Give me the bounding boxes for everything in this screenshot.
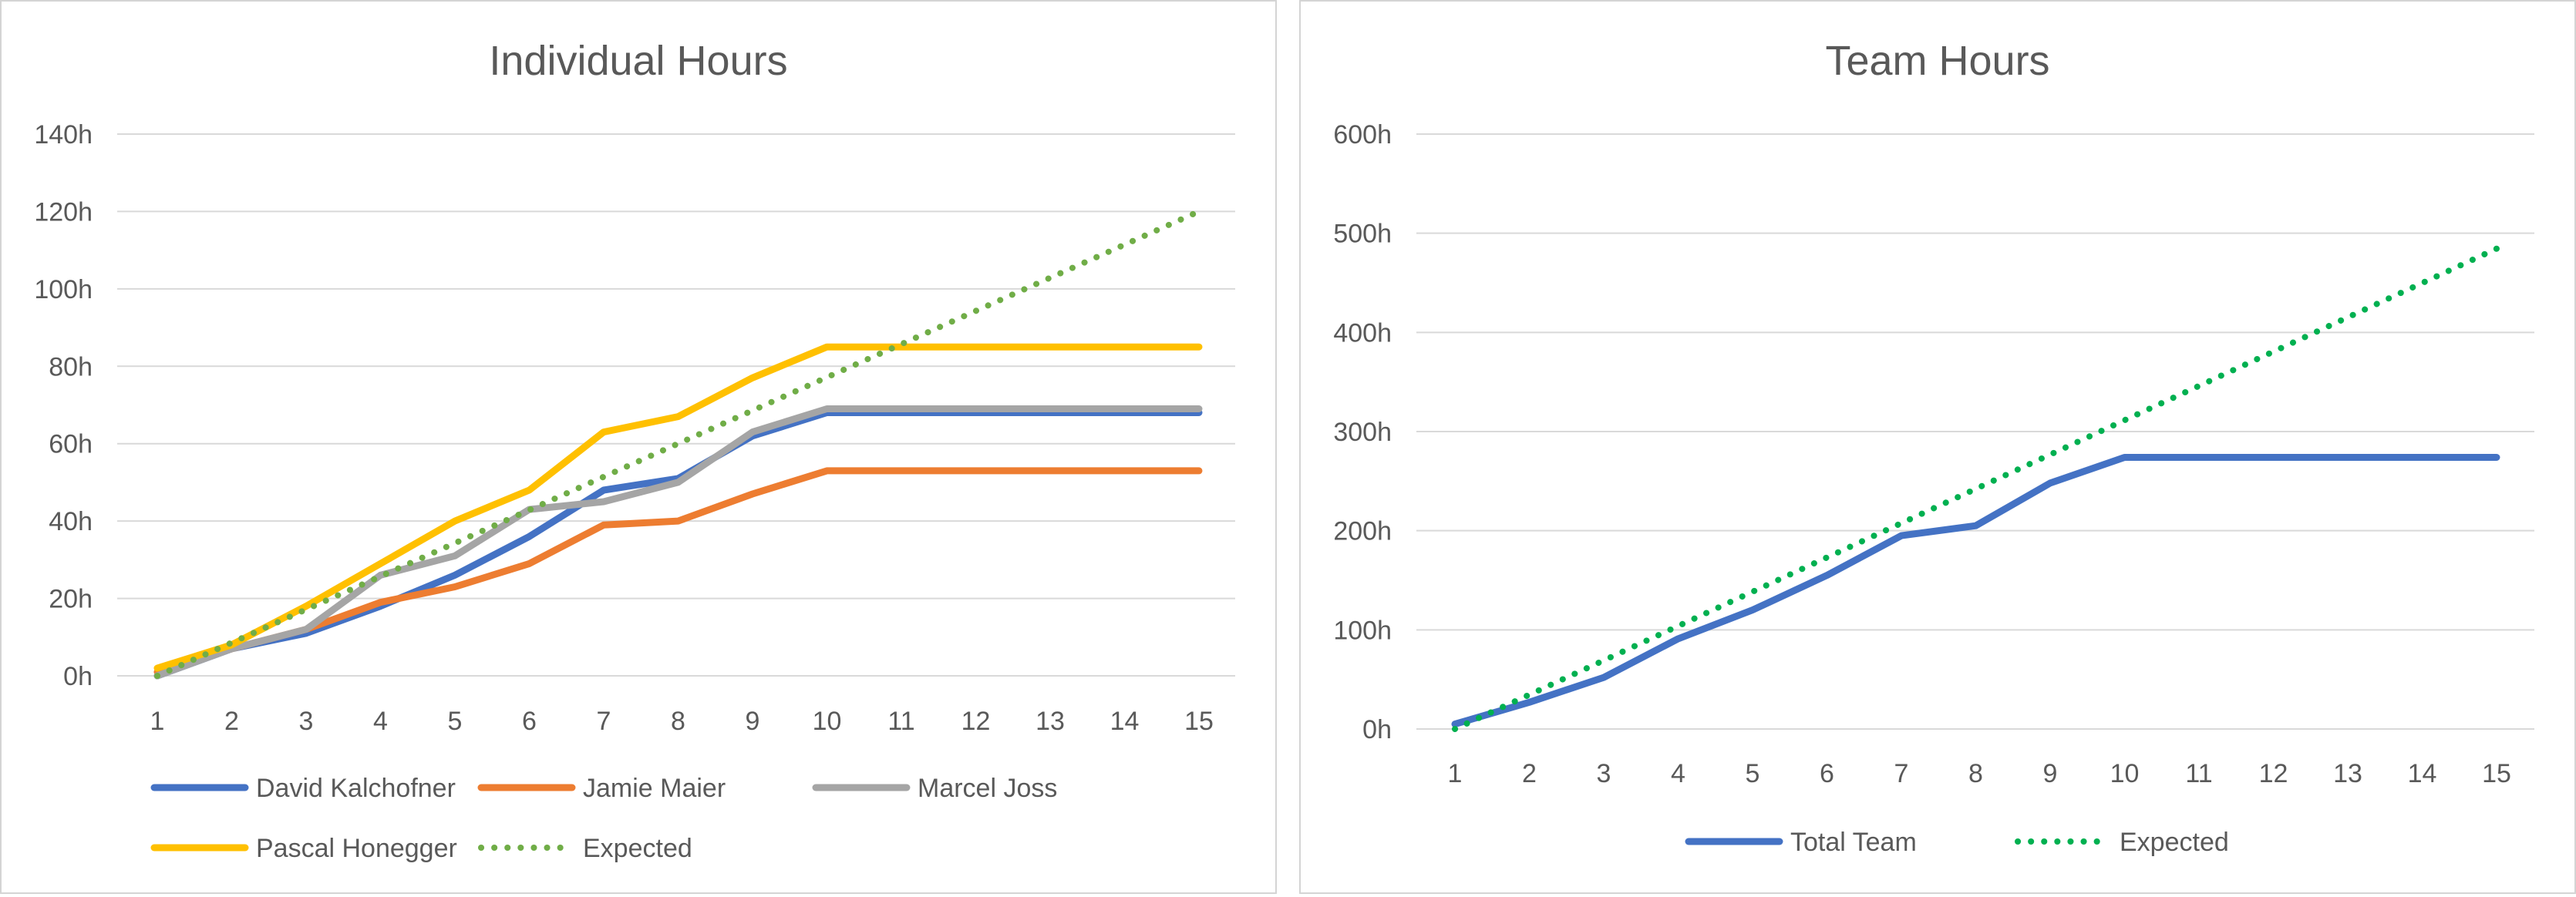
individual-legend-item-marcel-joss: Marcel Joss	[812, 774, 1057, 803]
individual-legend-item-david-kalchofner: David Kalchofner	[150, 774, 456, 803]
individual-x-tick-label: 12	[961, 707, 991, 736]
individual-y-tick-label: 20h	[49, 585, 93, 614]
team-legend-label: Expected	[2120, 828, 2229, 857]
individual-x-tick-label: 11	[887, 707, 914, 736]
individual-x-tick-label: 3	[299, 707, 314, 736]
team-x-tick-label: 2	[1522, 759, 1537, 788]
individual-y-tick-label: 40h	[49, 507, 93, 536]
individual-x-tick-label: 2	[224, 707, 239, 736]
team-series-line-expected	[1452, 245, 2500, 732]
individual-series-line-pascal-honegger	[153, 343, 1203, 672]
team-x-tick-label: 3	[1597, 759, 1611, 788]
team-y-tick-label: 200h	[1333, 517, 1392, 546]
individual-x-tick-label: 1	[150, 707, 165, 736]
individual-series-line-marcel-joss	[153, 405, 1203, 680]
individual-hours-chart: Individual Hours0h20h40h60h80h100h120h14…	[34, 38, 1235, 863]
team-x-tick-label: 4	[1671, 759, 1685, 788]
individual-x-tick-label: 6	[522, 707, 537, 736]
team-legend-item-expected: Expected	[2015, 828, 2229, 857]
individual-x-tick-label: 10	[813, 707, 842, 736]
individual-chart-title: Individual Hours	[489, 38, 787, 84]
team-series-line-total-team	[1451, 454, 2500, 728]
individual-y-tick-label: 80h	[49, 352, 93, 381]
individual-legend-item-jamie-maier: Jamie Maier	[477, 774, 726, 803]
individual-legend-label: Marcel Joss	[918, 774, 1057, 803]
team-legend-label: Total Team	[1790, 828, 1917, 857]
individual-y-tick-label: 120h	[34, 197, 93, 227]
team-y-tick-label: 600h	[1333, 120, 1392, 150]
team-x-tick-label: 1	[1448, 759, 1463, 788]
team-x-tick-label: 5	[1746, 759, 1760, 788]
individual-y-tick-label: 0h	[63, 662, 93, 691]
individual-x-tick-label: 7	[597, 707, 611, 736]
team-y-tick-label: 300h	[1333, 418, 1392, 447]
individual-y-tick-label: 60h	[49, 430, 93, 459]
team-y-tick-label: 500h	[1333, 220, 1392, 249]
individual-series-line-expected	[154, 208, 1202, 679]
team-chart-title: Team Hours	[1825, 38, 2049, 84]
individual-y-tick-label: 100h	[34, 275, 93, 304]
team-y-tick-label: 0h	[1362, 715, 1392, 744]
team-y-tick-label: 100h	[1333, 616, 1392, 645]
individual-y-tick-label: 140h	[34, 120, 93, 150]
individual-legend-label: David Kalchofner	[256, 774, 456, 803]
individual-legend-item-expected: Expected	[478, 834, 692, 863]
individual-legend-label: Jamie Maier	[583, 774, 726, 803]
individual-legend-item-pascal-honegger: Pascal Honegger	[150, 834, 457, 863]
team-x-tick-label: 7	[1894, 759, 1909, 788]
team-x-tick-label: 12	[2259, 759, 2288, 788]
individual-legend-label: Expected	[583, 834, 692, 863]
individual-x-tick-label: 5	[448, 707, 463, 736]
individual-x-tick-label: 15	[1184, 707, 1214, 736]
individual-legend-label: Pascal Honegger	[256, 834, 457, 863]
team-x-tick-label: 6	[1820, 759, 1834, 788]
team-hours-panel: Team Hours 0h 100h 200h 300h 400h 500h 600h 1 2 3 4…	[1299, 0, 2576, 894]
individual-x-tick-label: 4	[373, 707, 388, 736]
team-legend-item-total-team: Total Team	[1685, 828, 1917, 857]
individual-hours-panel: Individual Hours 0h 20h 40h 60h 80h 100h 120h 14…	[0, 0, 1277, 894]
individual-x-tick-label: 14	[1110, 707, 1140, 736]
individual-series-line-jamie-maier	[153, 467, 1203, 676]
team-x-tick-label: 14	[2408, 759, 2437, 788]
individual-x-tick-label: 8	[671, 707, 685, 736]
team-x-tick-label: 10	[2110, 759, 2140, 788]
team-x-tick-label: 9	[2043, 759, 2058, 788]
team-y-tick-label: 400h	[1333, 318, 1392, 348]
individual-x-tick-label: 13	[1035, 707, 1065, 736]
team-x-tick-label: 13	[2333, 759, 2362, 788]
individual-x-tick-label: 9	[746, 707, 760, 736]
individual-series-line-david-kalchofner	[153, 409, 1203, 680]
team-x-tick-label: 11	[2185, 759, 2212, 788]
team-x-tick-label: 15	[2482, 759, 2511, 788]
team-x-tick-label: 8	[1968, 759, 1983, 788]
